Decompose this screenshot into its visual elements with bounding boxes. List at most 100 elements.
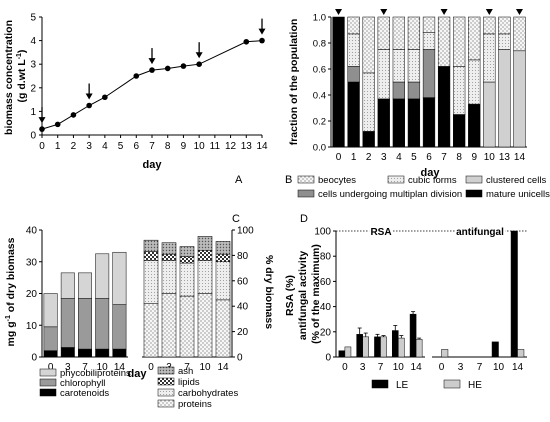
b-legend-label-clustered_cells: clustered cells (486, 175, 546, 186)
c-y-tick-label-left: 40 (26, 226, 38, 237)
a-data-point (102, 94, 108, 101)
c-y-label-left-sup: -1 (5, 315, 12, 321)
d-y-label-line1: RSA (%) (284, 275, 296, 316)
b-bar-segment-cubic_forms (498, 33, 511, 50)
b-day-marker (515, 9, 523, 15)
c-y-tick-label-left: 30 (26, 257, 38, 268)
c-x-tick-label-left: 3 (65, 362, 71, 373)
b-bar-segment-beocytes (483, 16, 496, 35)
b-legend-swatch-beocytes (297, 175, 315, 184)
b-bar-segment-multiplan_division (407, 81, 421, 100)
c-composition-bar-carbohydrates (179, 262, 195, 297)
c-composition-bar-carbohydrates (215, 261, 231, 301)
b-legend: beocytes cubic forms clustered cells cells … (297, 175, 550, 200)
d-x-tick-label: 3 (360, 362, 366, 373)
c-composition-bar-proteins (215, 299, 231, 358)
b-day-marker (440, 9, 448, 15)
b-bar-segment-mature_unicells (377, 98, 390, 148)
c-pigment-bar-phycobiliproteins (78, 272, 92, 299)
c-composition-bar-ash (215, 241, 231, 255)
a-y-tick-label: 4 (30, 36, 36, 47)
c-y-label-right: % dry biomass (263, 255, 275, 329)
b-bar-segment-mature_unicells (437, 66, 451, 148)
b-legend-label-cubic_forms: cubic forms (408, 175, 457, 186)
b-x-tick-label: 14 (514, 152, 526, 163)
c-x-tick-label-left: 0 (48, 362, 54, 373)
a-x-tick-label: 11 (210, 141, 221, 152)
b-bar-segment-multiplan_division (392, 81, 405, 100)
b-bar-segment-mature_unicells (422, 97, 436, 148)
a-x-tick-label: 4 (102, 141, 108, 152)
b-bar-segment-cubic_forms (422, 32, 436, 50)
a-y-label-close: ) (16, 50, 28, 54)
d-legend-swatch-HE (443, 379, 461, 389)
b-x-tick-label: 4 (396, 152, 402, 163)
c-y-label-left-a: mg g (5, 321, 17, 346)
panel-label-d: D (300, 213, 308, 225)
c-pigment-bar-chlorophyll (43, 326, 58, 351)
a-x-tick-label: 6 (134, 141, 140, 152)
a-x-tick-label: 13 (241, 141, 253, 152)
c-composition-bar-lipids (197, 250, 213, 261)
b-y-tick-label: 0.0 (313, 143, 326, 154)
b-bar-segment-beocytes (377, 16, 390, 50)
b-y-tick-label: 0.2 (313, 117, 326, 128)
c-legend-label-lipids: lipids (178, 377, 200, 388)
c-y-label-left-b: of dry biomass (5, 237, 17, 315)
a-x-tick-label: 12 (225, 141, 237, 152)
b-legend-swatch-cubic_forms (387, 175, 405, 184)
a-data-point (86, 102, 92, 109)
a-x-tick-label: 5 (118, 141, 124, 152)
b-bar-segment-cubic_forms (377, 49, 390, 100)
d-bar-HE (415, 339, 423, 358)
a-x-tick-label: 9 (181, 141, 187, 152)
a-data-point (196, 61, 202, 67)
b-legend-label-mature_unicells: mature unicells (486, 189, 550, 200)
d-y-tick-label: 100 (314, 227, 331, 238)
c-composition-bar-lipids (143, 251, 159, 261)
a-x-tick-label: 8 (165, 141, 171, 152)
c-pigment-bar-phycobiliproteins (60, 272, 75, 299)
d-bar-LE (374, 336, 381, 358)
d-bar-HE (380, 336, 387, 358)
b-legend-label-beocytes: beocytes (318, 175, 356, 186)
d-bar-HE (362, 336, 370, 358)
a-data-point (70, 112, 77, 118)
d-bar-LE (338, 350, 346, 358)
b-x-tick-label: 1 (351, 152, 357, 163)
d-bar-HE (398, 337, 405, 358)
b-bar-segment-beocytes (392, 16, 405, 50)
a-arrow-head (258, 28, 266, 35)
d-x-tick-label: 10 (493, 362, 505, 373)
b-bar-segment-cubic_forms (407, 49, 421, 83)
d-y-tick-label: 40 (320, 302, 332, 313)
c-x-tick-label-left: 10 (97, 362, 109, 373)
c-composition-bar-carbohydrates (143, 260, 159, 304)
d-x-tick-label: 14 (411, 362, 423, 373)
c-y-tick-label-right: 60 (237, 276, 249, 287)
a-x-tick-label: 1 (55, 141, 61, 152)
c-y-tick-label-left: 0 (31, 353, 37, 364)
b-x-tick-label: 10 (484, 152, 496, 163)
a-x-tick-label: 3 (86, 141, 92, 152)
b-y-tick-label: 1.0 (313, 13, 326, 24)
c-pigment-bar-carotenoids (43, 350, 58, 358)
b-bar-segment-clustered_cells (498, 49, 511, 148)
b-bar-segment-beocytes (347, 16, 360, 35)
c-pigment-bar-carotenoids (60, 347, 75, 358)
c-pigment-bar-carotenoids (95, 348, 110, 358)
c-legend-label-ash: ash (178, 366, 193, 377)
b-legend-label-multiplan_division: cells undergoing multiplan division (318, 189, 462, 200)
a-data-point (133, 73, 140, 79)
b-day-marker (335, 9, 343, 15)
a-x-tick-label: 2 (71, 141, 77, 152)
c-x-tick-label-left: 7 (82, 362, 88, 373)
b-bar-segment-beocytes (453, 16, 466, 67)
c-legend-swatch-ash (157, 366, 175, 375)
d-x-tick-label: 7 (378, 362, 384, 373)
b-bar-segment-cubic_forms (453, 66, 466, 115)
b-x-tick-label: 5 (411, 152, 417, 163)
c-y-tick-label-left: 20 (26, 289, 38, 300)
d-bar-LE (510, 230, 518, 358)
c-composition-bar-ash (143, 239, 159, 252)
